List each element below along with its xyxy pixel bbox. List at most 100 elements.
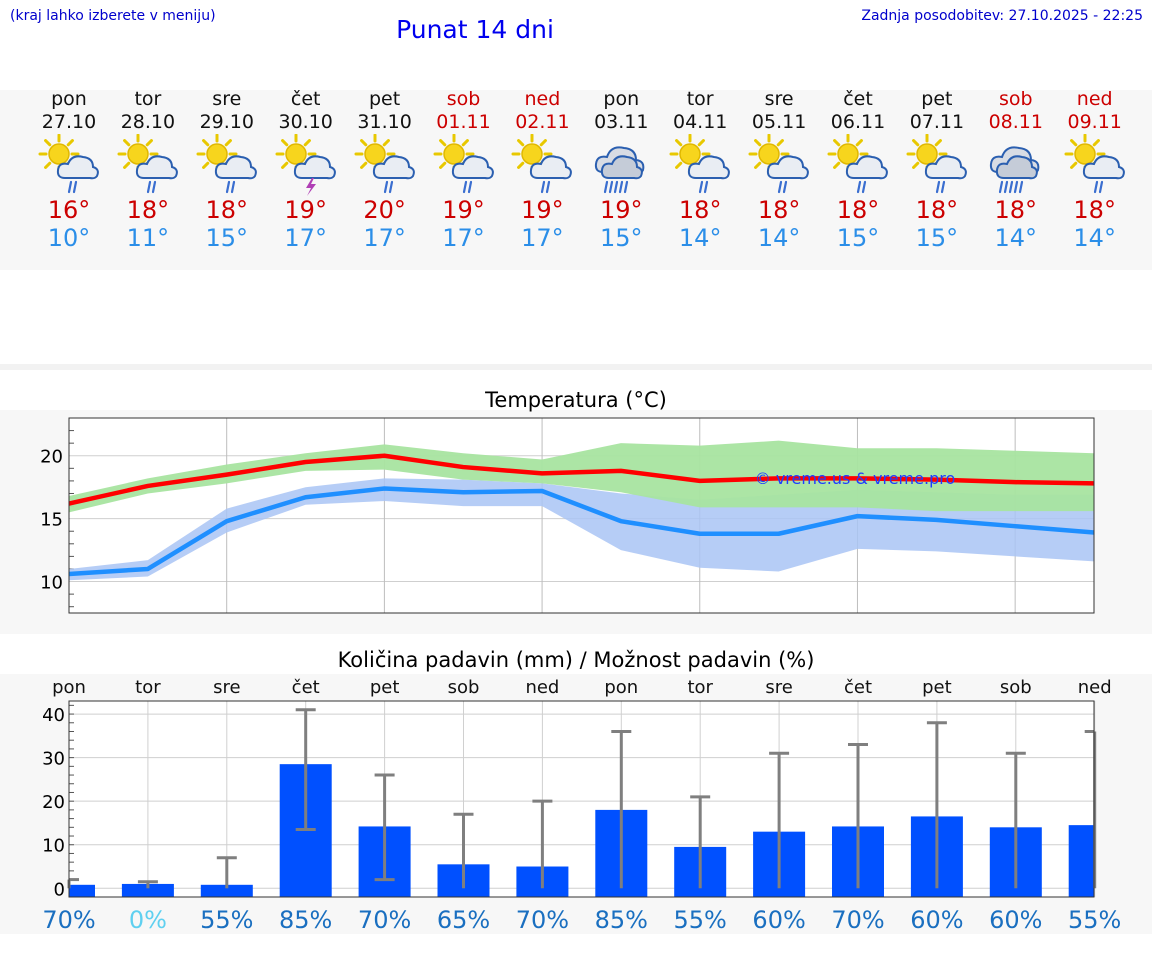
day-date: 08.11: [988, 111, 1043, 133]
location-menu-note: (kraj lahko izberete v meniju): [10, 8, 216, 24]
min-temperature: 15°: [600, 224, 643, 252]
sun-cloud-rain-icon: [424, 133, 504, 196]
max-temperature: 18°: [836, 196, 880, 224]
day-date: 05.11: [751, 111, 807, 133]
day-name: sob: [999, 88, 1033, 110]
sun-cloud-rain-icon: [897, 133, 977, 196]
day-date: 02.11: [515, 111, 570, 133]
precipitation-bar: [200, 884, 253, 897]
day-date: 31.10: [357, 111, 412, 133]
day-name: pon: [603, 88, 640, 110]
day-column: ned 09.11 18° 14°: [1055, 88, 1135, 252]
max-temperature: 18°: [205, 196, 249, 224]
precipitation-error-bar: [769, 751, 790, 889]
day-name: čet: [843, 88, 873, 110]
day-name: sre: [764, 88, 794, 110]
y-tick-label: 20: [42, 792, 65, 813]
min-temperature: 14°: [757, 224, 801, 252]
day-label: čet: [844, 677, 872, 698]
day-column: pet 31.10 20° 17°: [345, 88, 425, 252]
max-temperature: 19°: [600, 196, 643, 224]
temperature-chart: 10 15 20 © vreme.us & vreme.pro: [40, 417, 1095, 614]
day-date: 28.10: [120, 111, 176, 133]
precipitation-error-bar: [295, 708, 316, 831]
day-name: čet: [290, 88, 321, 110]
max-temperature-line: [68, 453, 1095, 506]
day-name: tor: [134, 88, 162, 110]
cloud-rain-icon: [976, 134, 1056, 196]
day-name: ned: [1076, 88, 1113, 110]
precipitation-probability: 55%: [1068, 906, 1121, 934]
precipitation-probability: 70%: [42, 906, 95, 934]
max-temperature: 18°: [678, 196, 722, 224]
min-temperature: 17°: [521, 224, 564, 252]
precipitation-error-bar: [137, 880, 158, 889]
y-tick-label: 10: [40, 573, 63, 594]
sun-cloud-rain-icon: [187, 133, 267, 196]
min-temperature: 14°: [994, 224, 1038, 252]
sun-cloud-rain-icon: [29, 133, 109, 196]
day-label: sob: [1000, 677, 1032, 698]
page-title: Punat 14 dni: [396, 15, 554, 44]
cloud-rain-icon: [581, 134, 661, 196]
precipitation-error-bar: [374, 773, 395, 882]
max-temperature: 19°: [442, 196, 485, 224]
sun-cloud-rain-icon: [1055, 133, 1135, 196]
sun-cloud-rain-icon: [660, 133, 740, 196]
precipitation-error-bar: [690, 795, 711, 889]
precipitation-probability: 0%: [129, 906, 167, 934]
precipitation-probability: 85%: [279, 906, 332, 934]
max-temperature: 18°: [126, 196, 170, 224]
sun-cloud-rain-icon: [502, 133, 582, 196]
sun-cloud-rain-icon: [739, 133, 819, 196]
day-date: 29.10: [199, 111, 254, 133]
separator: [0, 364, 1152, 370]
precipitation-error-bar: [1084, 729, 1097, 889]
day-column: sob 01.11 19° 17°: [424, 88, 504, 252]
last-update: Zadnja posodobitev: 27.10.2025 - 22:25: [861, 8, 1143, 24]
min-temperature: 11°: [126, 224, 170, 252]
precipitation-probability: 65%: [437, 906, 490, 934]
max-temperature: 18°: [994, 196, 1038, 224]
day-date: 06.11: [830, 111, 886, 133]
day-label: sre: [213, 677, 240, 698]
day-name: tor: [686, 88, 714, 110]
min-temperature: 17°: [442, 224, 485, 252]
day-date: 07.11: [909, 111, 965, 133]
day-label: pon: [52, 677, 86, 698]
min-temperature: 15°: [205, 224, 249, 252]
min-temperature: 15°: [915, 224, 959, 252]
day-column: sre 05.11 18° 14°: [739, 88, 819, 252]
min-temperature: 14°: [678, 224, 722, 252]
max-temperature: 18°: [915, 196, 959, 224]
precipitation-bar: [69, 884, 95, 897]
watermark: © vreme.us & vreme.pro: [755, 469, 956, 488]
precipitation-probability: 60%: [910, 906, 963, 934]
day-label: čet: [292, 677, 320, 698]
day-column: pon 03.11 19° 15°: [581, 88, 661, 252]
day-label: pet: [922, 677, 952, 698]
plot-frame: [68, 417, 1095, 614]
daily-forecast-strip: [0, 90, 1152, 270]
min-temperature: 14°: [1073, 224, 1116, 252]
plot-frame: [68, 700, 1095, 898]
day-label: ned: [1078, 677, 1112, 698]
day-label: sre: [765, 677, 792, 698]
min-temperature-line: [68, 486, 1095, 577]
day-name: sre: [212, 88, 242, 110]
precipitation-chart-title: Količina padavin (mm) / Možnost padavin …: [337, 648, 815, 672]
day-name: sob: [446, 88, 481, 110]
day-label: ned: [525, 677, 559, 698]
day-column: sre 29.10 18° 15°: [187, 88, 267, 252]
precipitation-probability: 60%: [989, 906, 1042, 934]
day-column: pon 27.10 16° 10°: [29, 88, 109, 252]
precipitation-error-bar: [926, 721, 947, 889]
sun-cloud-rain-icon: [108, 133, 188, 196]
max-temperature: 16°: [47, 196, 91, 224]
day-date: 04.11: [672, 111, 728, 133]
precipitation-error-bar: [216, 856, 237, 889]
precipitation-probability: 60%: [752, 906, 805, 934]
precipitation-bar: [1068, 825, 1094, 897]
max-temperature: 20°: [363, 196, 406, 224]
day-name: pon: [51, 88, 87, 110]
